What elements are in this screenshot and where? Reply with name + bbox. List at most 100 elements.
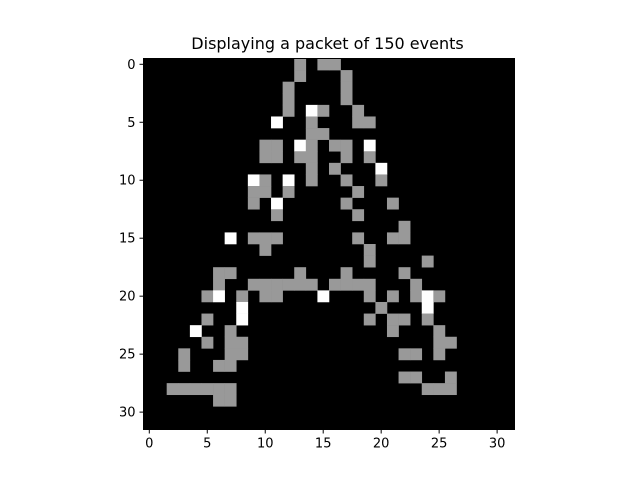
heatmap-cell bbox=[271, 116, 283, 129]
heatmap-cell bbox=[363, 151, 376, 164]
heatmap-cell bbox=[352, 104, 365, 117]
heatmap-cell bbox=[329, 58, 341, 71]
heatmap-cell bbox=[340, 278, 353, 291]
plot-area bbox=[143, 58, 515, 430]
x-tick-label: 10 bbox=[257, 437, 274, 452]
heatmap-cell bbox=[433, 348, 446, 361]
heatmap-cell bbox=[340, 93, 353, 106]
heatmap-cell bbox=[271, 232, 283, 245]
heatmap-cell bbox=[224, 232, 237, 245]
heatmap-cell bbox=[282, 186, 295, 198]
x-tick-label: 20 bbox=[373, 437, 390, 452]
heatmap-cell bbox=[224, 336, 237, 349]
heatmap-cell bbox=[224, 359, 237, 372]
y-tick-label: 5 bbox=[127, 116, 135, 131]
heatmap-cell bbox=[247, 174, 260, 187]
heatmap-cell bbox=[433, 336, 446, 349]
heatmap-cell bbox=[317, 290, 330, 303]
heatmap-cell bbox=[224, 325, 237, 338]
heatmap-cell bbox=[317, 128, 330, 140]
x-tick-label: 5 bbox=[203, 437, 211, 452]
y-tick-label: 0 bbox=[127, 58, 135, 73]
heatmap-cell bbox=[352, 186, 365, 198]
heatmap-cell bbox=[305, 139, 318, 152]
heatmap-cell bbox=[329, 278, 341, 291]
heatmap-cell bbox=[201, 336, 214, 349]
heatmap-cell bbox=[247, 186, 260, 198]
x-tick-label: 15 bbox=[315, 437, 332, 452]
heatmap-cell bbox=[259, 186, 272, 198]
heatmap-cell bbox=[398, 220, 411, 233]
heatmap-cell bbox=[282, 81, 295, 94]
heatmap-cell bbox=[201, 313, 214, 326]
heatmap-cell bbox=[236, 348, 249, 361]
x-tick-label: 25 bbox=[431, 437, 448, 452]
heatmap-cell bbox=[340, 151, 353, 164]
heatmap-cell bbox=[224, 383, 237, 396]
heatmap-cell bbox=[236, 290, 249, 303]
heatmap-cell bbox=[421, 301, 434, 314]
heatmap-cell bbox=[305, 116, 318, 129]
heatmap-cell bbox=[305, 104, 318, 117]
heatmap-cell bbox=[398, 232, 411, 245]
heatmap-cell bbox=[340, 81, 353, 94]
heatmap-cell bbox=[352, 116, 365, 129]
heatmap-cell bbox=[386, 290, 399, 303]
heatmap-cell bbox=[329, 139, 341, 152]
heatmap-cell bbox=[386, 232, 399, 245]
heatmap-cell bbox=[305, 151, 318, 164]
heatmap-cell bbox=[398, 267, 411, 280]
heatmap-cell bbox=[444, 371, 457, 384]
heatmap-cell bbox=[329, 162, 341, 175]
heatmap-cell bbox=[271, 197, 283, 210]
heatmap-cell bbox=[178, 359, 191, 372]
y-axis: 0 5 10 15 20 25 30 bbox=[119, 58, 144, 421]
heatmap-cell bbox=[421, 383, 434, 396]
heatmap-cell bbox=[410, 348, 423, 361]
heatmap-cell bbox=[305, 174, 318, 187]
heatmap-cell bbox=[421, 290, 434, 303]
x-axis: 0 5 10 15 20 25 30 bbox=[145, 429, 505, 452]
heatmap-cell bbox=[340, 139, 353, 152]
heatmap-cell bbox=[259, 244, 272, 256]
heatmap-cell bbox=[213, 383, 225, 396]
heatmap-cell bbox=[375, 174, 388, 187]
heatmap-cell bbox=[317, 104, 330, 117]
heatmap-cell bbox=[421, 313, 434, 326]
heatmap-cell bbox=[317, 58, 330, 71]
heatmap-cell bbox=[236, 336, 249, 349]
heatmap-cell bbox=[213, 359, 225, 372]
heatmap-cell bbox=[340, 70, 353, 82]
heatmap-cell bbox=[340, 174, 353, 187]
heatmap-cell bbox=[352, 278, 365, 291]
heatmap-cell bbox=[189, 325, 202, 338]
heatmap-cell bbox=[433, 383, 446, 396]
heatmap-cell bbox=[410, 290, 423, 303]
heatmap-cell bbox=[305, 162, 318, 175]
heatmap-cell bbox=[224, 394, 237, 407]
heatmap-cell bbox=[166, 383, 179, 396]
y-tick-label: 10 bbox=[119, 174, 136, 189]
heatmap-cell bbox=[259, 151, 272, 164]
heatmap-cell bbox=[213, 267, 225, 280]
heatmap-cell bbox=[259, 278, 272, 291]
plot-frame bbox=[143, 58, 515, 430]
y-tick-label: 30 bbox=[119, 406, 136, 421]
heatmap-cell bbox=[282, 278, 295, 291]
heatmap-cell bbox=[213, 278, 225, 291]
heatmap-cell bbox=[178, 348, 191, 361]
heatmap-cell bbox=[386, 325, 399, 338]
heatmap-cell bbox=[213, 394, 225, 407]
heatmap-cell bbox=[294, 58, 307, 71]
heatmap-cell bbox=[421, 255, 434, 268]
heatmap-cell bbox=[189, 383, 202, 396]
heatmap-cell bbox=[282, 104, 295, 117]
heatmap-cell bbox=[340, 197, 353, 210]
heatmap-cell bbox=[363, 116, 376, 129]
heatmap-cell bbox=[305, 128, 318, 140]
heatmap-cell bbox=[282, 174, 295, 187]
heatmap-cell bbox=[398, 371, 411, 384]
heatmap-cell bbox=[247, 278, 260, 291]
heatmap-cell bbox=[259, 232, 272, 245]
